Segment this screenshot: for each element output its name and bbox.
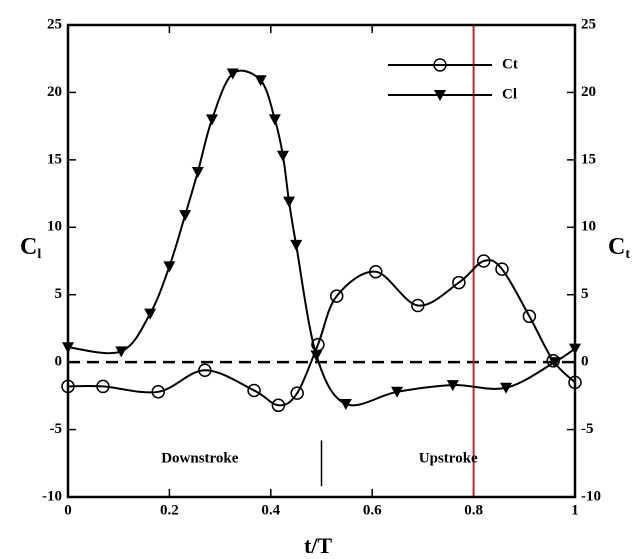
- x-tick-label: 0.4: [261, 502, 280, 518]
- y2-axis-label-main: C: [608, 234, 625, 260]
- y2-axis-label: Ct: [608, 234, 630, 263]
- data-point: [522, 309, 537, 324]
- x-axis-label: t/T: [304, 533, 332, 558]
- series-line: [67, 259, 576, 407]
- data-point: [268, 114, 281, 126]
- annotation: Downstroke: [161, 451, 239, 467]
- x-tick-label: 0.6: [363, 502, 382, 518]
- data-point: [247, 383, 261, 398]
- data-point: [339, 398, 352, 410]
- y2-tick-label: 15: [581, 151, 596, 167]
- y2-axis-label-sub: t: [625, 247, 630, 262]
- data-point: [205, 114, 218, 126]
- data-point: [271, 398, 286, 413]
- y-tick-label: 25: [47, 16, 62, 32]
- y-axis-label: Cl: [20, 234, 41, 263]
- data-point: [198, 363, 212, 377]
- data-point: [452, 275, 466, 290]
- data-point: [163, 261, 176, 273]
- data-point: [310, 350, 323, 362]
- data-point: [329, 289, 344, 303]
- y2-tick-label: 20: [581, 84, 596, 100]
- y2-tick-label: 5: [581, 286, 589, 302]
- data-point: [495, 262, 509, 276]
- y-tick-label: 10: [47, 219, 62, 235]
- x-tick-label: 0.8: [464, 502, 483, 518]
- data-point: [476, 254, 491, 268]
- data-point: [283, 196, 296, 208]
- y-axis-label-sub: l: [37, 247, 41, 262]
- data-point: [368, 265, 383, 279]
- data-point: [254, 75, 267, 87]
- data-point: [179, 210, 192, 222]
- x-tick-label: 1: [571, 502, 579, 518]
- data-point: [290, 239, 303, 251]
- x-tick-label: 0.2: [160, 502, 179, 518]
- data-point: [446, 380, 459, 392]
- y-tick-label: -5: [50, 421, 63, 437]
- y-tick-label: -10: [42, 488, 62, 504]
- data-point: [115, 346, 128, 358]
- y-tick-label: 0: [55, 354, 63, 370]
- y-tick-label: 20: [47, 84, 62, 100]
- data-point: [151, 385, 165, 399]
- legend-label: Ct: [502, 56, 518, 72]
- y-axis-label-main: C: [20, 234, 37, 260]
- y2-tick-label: 0: [581, 354, 589, 370]
- y-tick-label: 15: [47, 151, 62, 167]
- y2-tick-label: -10: [581, 488, 601, 504]
- legend-label: Cl: [502, 86, 517, 102]
- plot-frame: [66, 23, 577, 499]
- series-line: [67, 69, 576, 407]
- data-point: [391, 386, 404, 398]
- data-point: [276, 150, 289, 162]
- legend-marker: [433, 58, 447, 72]
- y-tick-label: 5: [55, 286, 63, 302]
- data-point: [290, 386, 304, 400]
- y2-tick-label: -5: [581, 421, 594, 437]
- data-point: [226, 68, 239, 80]
- annotation: Upstroke: [419, 451, 478, 467]
- data-point: [546, 354, 560, 368]
- y2-tick-label: 25: [581, 16, 596, 32]
- data-point: [411, 298, 425, 313]
- data-point: [500, 382, 513, 394]
- data-point: [144, 308, 157, 320]
- legend-marker: [434, 90, 446, 101]
- data-point: [191, 166, 204, 178]
- data-point: [96, 379, 110, 394]
- y2-tick-label: 10: [581, 219, 596, 235]
- data-point: [548, 357, 561, 369]
- x-tick-label: 0: [64, 502, 72, 518]
